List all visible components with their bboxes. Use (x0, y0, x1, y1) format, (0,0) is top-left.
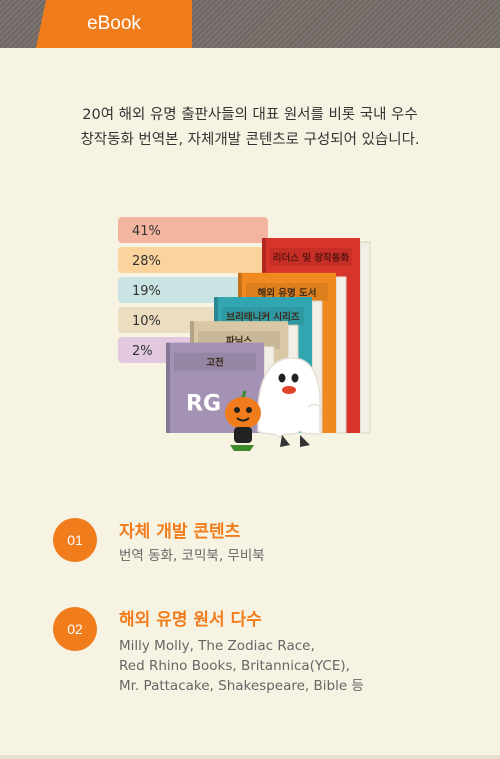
percent-label: 19% (132, 284, 161, 299)
feature-desc-02: Milly Molly, The Zodiac Race, Red Rhino … (119, 636, 364, 696)
percent-label: 41% (132, 224, 161, 239)
feature-title-02: 해외 유명 원서 다수 (119, 610, 262, 630)
percent-label: 2% (132, 344, 153, 359)
percent-label: 10% (132, 314, 161, 329)
feature-desc-02-line-2: Red Rhino Books, Britannica(YCE), (119, 658, 350, 674)
book-title-band (270, 248, 352, 266)
book-title-band (222, 307, 304, 326)
book-title-band (174, 352, 256, 371)
bottom-divider (0, 755, 500, 759)
percent-strip (118, 247, 268, 273)
percent-strip (118, 217, 268, 243)
percent-label: 28% (132, 254, 161, 269)
mascot-pumpkin (225, 390, 261, 451)
intro-line-1: 20여 해외 유명 출판사들의 대표 원서를 비롯 국내 우수 (82, 107, 418, 123)
rg-logo: RG (186, 392, 221, 417)
percent-strip (118, 277, 268, 303)
book-title-band (246, 282, 328, 301)
feature-desc-02-line-3: Mr. Pattacake, Shakespeare, Bible 등 (119, 678, 364, 694)
book-pages (335, 276, 347, 434)
book-title: 해외 유명 도서 (257, 287, 316, 299)
feature-desc-01: 번역 동화, 코믹북, 무비북 (119, 548, 265, 564)
feature-number-01: 01 (53, 518, 97, 562)
intro-line-2: 창작동화 번역본, 자체개발 콘텐츠로 구성되어 있습니다. (80, 132, 420, 148)
feature-desc-02-line-1: Milly Molly, The Zodiac Race, (119, 638, 315, 654)
book-spine (166, 342, 170, 433)
feature-title-01: 자체 개발 콘텐츠 (119, 522, 241, 542)
intro-text: 20여 해외 유명 출판사들의 대표 원서를 비롯 국내 우수 창작동화 번역본… (0, 103, 500, 153)
book-title: 리더스 및 창작동화 (273, 252, 350, 264)
feature-number-02: 02 (53, 607, 97, 651)
book-title: 고전 (206, 357, 223, 369)
mascot-ghost (257, 357, 322, 447)
book-title: 브리태니커 시리즈 (226, 311, 299, 323)
ebook-tab[interactable]: eBook (36, 0, 192, 48)
book-pages (359, 241, 371, 434)
